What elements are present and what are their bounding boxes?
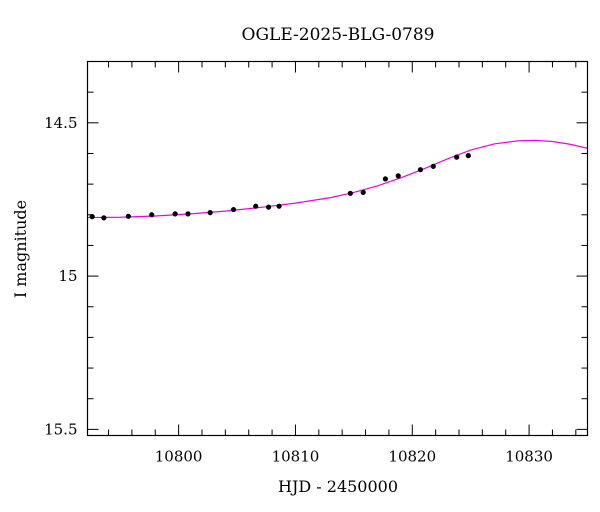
data-point — [417, 167, 424, 173]
plot-frame — [86, 60, 589, 437]
y-tick-label: 15 — [58, 267, 77, 285]
data-point — [454, 154, 460, 160]
data-point — [207, 210, 213, 216]
data-point — [265, 204, 272, 210]
y-tick-label: 15.5 — [44, 420, 77, 438]
x-tick-label: 10820 — [388, 448, 436, 466]
axis-ticks-layer: 10800 10810 10820 10830 14.5 15 15.5 — [44, 61, 588, 466]
chart-title: OGLE-2025-BLG-0789 — [242, 25, 435, 45]
x-tick-label: 10830 — [505, 448, 553, 466]
data-point — [395, 173, 401, 179]
data-point — [230, 206, 237, 213]
data-point — [276, 203, 282, 209]
data-point — [347, 190, 353, 196]
y-tick-label: 14.5 — [44, 114, 77, 132]
x-tick-label: 10800 — [155, 448, 203, 466]
x-tick-label: 10810 — [272, 448, 320, 466]
x-axis-label: HJD - 2450000 — [278, 477, 398, 496]
data-point — [185, 211, 191, 217]
y-axis-label: I magnitude — [11, 200, 30, 298]
data-point — [172, 211, 178, 217]
data-point — [89, 214, 95, 220]
model-curve-layer — [87, 139, 588, 219]
data-point — [101, 215, 107, 221]
data-points-layer — [89, 153, 471, 221]
data-point — [360, 189, 366, 195]
data-point — [125, 213, 131, 219]
data-point — [465, 153, 471, 159]
data-point — [149, 212, 155, 218]
data-point — [253, 203, 259, 209]
data-point — [430, 163, 436, 169]
data-point — [382, 176, 388, 182]
model-curve — [87, 139, 588, 219]
